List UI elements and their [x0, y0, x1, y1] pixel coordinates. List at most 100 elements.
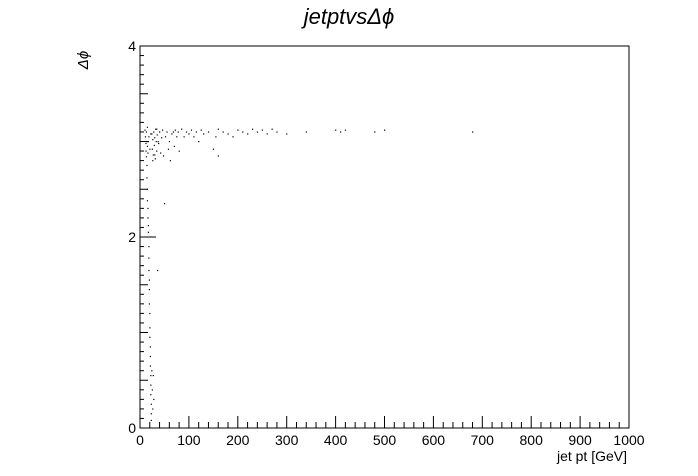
data-point	[159, 131, 161, 133]
data-point	[146, 126, 149, 128]
x-tick-label: 1000	[613, 432, 644, 448]
data-point	[150, 403, 152, 405]
data-point	[154, 137, 156, 139]
data-point	[472, 131, 474, 133]
data-point	[150, 374, 152, 377]
data-point	[164, 136, 167, 138]
x-tick-label: 800	[520, 432, 544, 448]
data-point	[150, 419, 152, 422]
data-point	[147, 207, 149, 210]
data-point	[247, 133, 249, 135]
data-point	[242, 131, 244, 133]
data-point	[188, 133, 190, 135]
data-point	[157, 141, 159, 143]
data-point	[153, 131, 155, 133]
chart-title: jetptvsΔϕ	[301, 4, 395, 29]
data-point	[145, 156, 148, 158]
data-point	[215, 136, 217, 138]
data-point	[156, 128, 158, 130]
data-point	[149, 365, 151, 367]
data-point	[149, 336, 151, 338]
y-tick-label: 4	[128, 38, 136, 54]
y-axis-label: Δϕ	[75, 51, 92, 70]
data-point	[344, 129, 347, 131]
data-point	[217, 155, 219, 157]
data-point	[162, 155, 165, 157]
data-point	[261, 129, 263, 131]
x-tick-label: 300	[275, 432, 299, 448]
data-point	[146, 164, 148, 167]
data-point	[158, 142, 160, 145]
data-point	[149, 355, 151, 358]
data-point	[146, 141, 148, 143]
x-tick-label: 700	[471, 432, 495, 448]
data-point	[152, 154, 154, 156]
data-point	[153, 398, 155, 401]
data-point	[151, 148, 153, 150]
data-point	[173, 145, 175, 147]
data-point	[148, 289, 150, 291]
data-point	[183, 136, 185, 138]
x-tick-label: 500	[373, 432, 397, 448]
data-point	[169, 160, 172, 162]
data-point	[149, 346, 151, 348]
data-point	[177, 131, 179, 133]
data-point	[155, 141, 157, 143]
data-point	[217, 128, 219, 130]
data-point	[256, 131, 259, 133]
data-point	[149, 312, 151, 315]
data-point	[148, 303, 150, 305]
x-tick-label: 900	[568, 432, 592, 448]
data-point	[193, 136, 195, 138]
data-point	[152, 408, 154, 410]
data-point	[145, 142, 147, 145]
y-axis-tick-labels: 0 2 4	[128, 38, 136, 436]
x-tick-label: 200	[226, 432, 250, 448]
data-point	[148, 269, 150, 272]
data-point	[155, 128, 157, 130]
y-axis-ticks	[140, 45, 156, 429]
data-point	[146, 177, 148, 179]
data-point	[172, 131, 174, 133]
data-point	[161, 137, 163, 139]
data-point	[156, 134, 158, 136]
data-points	[144, 126, 474, 422]
data-point	[384, 129, 386, 131]
data-point	[150, 384, 152, 386]
x-tick-label: 0	[136, 432, 144, 448]
data-point	[161, 129, 164, 131]
data-point	[271, 128, 273, 130]
data-point	[151, 370, 153, 372]
x-tick-label: 600	[422, 432, 446, 448]
data-point	[207, 131, 210, 133]
data-point	[227, 133, 229, 135]
data-point	[266, 133, 268, 135]
data-point	[147, 141, 150, 143]
data-point	[149, 327, 151, 329]
data-point	[151, 389, 153, 391]
data-point	[147, 225, 150, 227]
data-point	[286, 133, 288, 135]
data-point	[200, 129, 202, 131]
data-point	[157, 269, 159, 272]
data-point	[146, 200, 149, 202]
data-point	[154, 154, 156, 156]
y-tick-label: 0	[128, 420, 136, 436]
data-point	[374, 131, 376, 133]
x-axis-tick-labels: 0 100 200 300 400 500 600 700 800 900 1000	[136, 432, 645, 448]
x-tick-label: 400	[324, 432, 348, 448]
data-point	[185, 131, 188, 133]
plot-frame	[139, 45, 630, 429]
data-point	[195, 131, 197, 133]
data-point	[146, 188, 149, 190]
data-point	[148, 257, 150, 259]
x-axis-label: jet pt [GeV]	[556, 448, 627, 464]
data-point	[152, 374, 154, 377]
data-point	[168, 141, 171, 143]
data-point	[150, 133, 152, 135]
data-point	[203, 133, 205, 135]
data-point	[150, 394, 152, 396]
data-point	[152, 139, 154, 141]
data-point	[148, 136, 150, 138]
